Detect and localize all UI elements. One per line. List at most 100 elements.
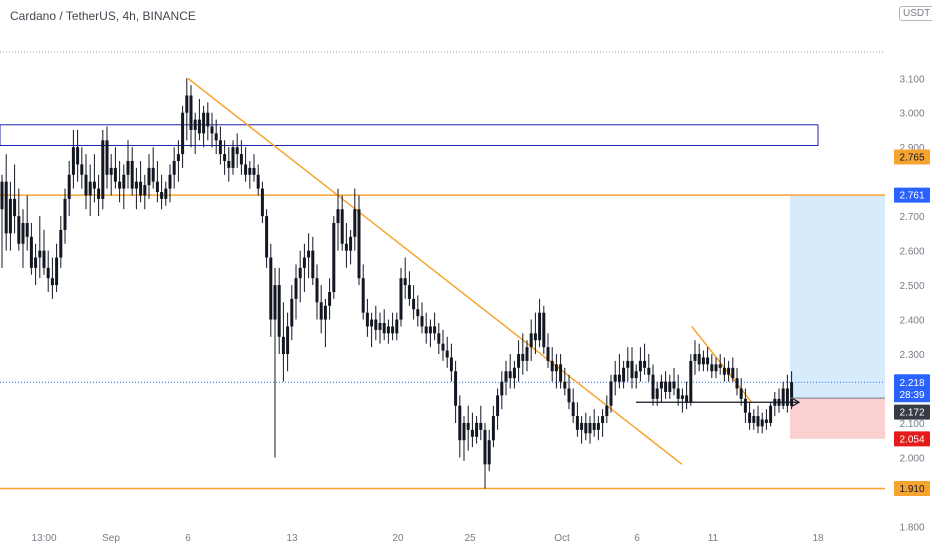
candle-body (160, 192, 164, 199)
candle-body (517, 354, 521, 368)
candle-body (202, 112, 206, 134)
candle-body (743, 398, 747, 413)
candle-body (147, 167, 151, 186)
label-support-text: 1.910 (899, 484, 924, 495)
annotations[interactable] (636, 397, 885, 407)
resistance-box[interactable] (0, 124, 819, 146)
countdown-text: 28:39 (899, 390, 924, 401)
candle-body (643, 360, 647, 368)
time-tick-label: 11 (708, 533, 719, 544)
time-tick-label: 13 (286, 533, 298, 544)
candle-body (748, 412, 752, 423)
price-axis[interactable]: 1.8002.0002.1002.2002.3002.4002.5002.600… (899, 74, 924, 533)
candle-body (151, 167, 155, 182)
candle-body (714, 364, 718, 372)
candle-body (622, 367, 626, 382)
candle-body (365, 312, 369, 327)
candle-body (302, 257, 306, 268)
candle-body (252, 167, 256, 175)
candle-body (281, 336, 285, 355)
candle-body (449, 357, 453, 372)
candle-body (139, 181, 143, 196)
candle-body (265, 216, 269, 258)
candle-body (244, 164, 248, 175)
candle-body (218, 140, 222, 155)
candle-body (790, 382, 794, 406)
candle-body (475, 422, 479, 437)
candle-body (46, 267, 50, 279)
candle-body (34, 257, 38, 268)
candle-body (63, 198, 67, 230)
candle-body (105, 140, 109, 175)
candle-body (785, 388, 789, 406)
time-tick-label: 25 (464, 533, 476, 544)
candle-body (651, 374, 655, 399)
label-resistance-high-text: 2.765 (899, 153, 924, 164)
candle-body (420, 316, 424, 327)
time-axis[interactable]: 13:00 Sep 6 13 20 25 Oct 6 11 18 (31, 533, 824, 544)
price-tick-label: 3.100 (899, 74, 924, 85)
candle-body (512, 367, 516, 379)
candle-body (491, 416, 495, 441)
candle-body (760, 419, 764, 427)
candle-body (357, 209, 361, 279)
candle-body (315, 278, 319, 303)
resistance-box-rect (0, 124, 819, 146)
price-tick-label: 2.400 (899, 316, 924, 327)
candle-body (298, 267, 302, 279)
candle-body (260, 188, 264, 217)
horizontal-lines[interactable] (0, 51, 885, 490)
candle-body (176, 154, 180, 161)
label-entry-bg (894, 404, 930, 420)
candle-body (323, 305, 327, 320)
candle-body (525, 347, 529, 361)
price-tick-label: 1.800 (899, 522, 924, 533)
candle-body (340, 209, 344, 244)
candle-body (21, 223, 25, 244)
candle-body (538, 312, 542, 341)
candle-body (76, 147, 80, 165)
risk-reward-zones (790, 195, 885, 439)
candle-body (231, 147, 235, 168)
candle-body (55, 257, 59, 286)
label-support: 1.910 (894, 480, 930, 496)
candle-body (559, 364, 563, 382)
candle-body (227, 160, 231, 168)
candle-body (286, 326, 290, 355)
label-resistance-text: 2.761 (899, 191, 924, 202)
candle-body (626, 360, 630, 368)
candle-body (500, 381, 504, 396)
candle-body (701, 357, 705, 365)
candle-body (109, 167, 113, 175)
candle-body (273, 285, 277, 320)
candle-body (693, 354, 697, 361)
candle-body (378, 323, 382, 330)
candle-body (466, 422, 470, 430)
price-tick-label: 3.000 (899, 109, 924, 120)
candle-body (563, 381, 567, 389)
candle-body (172, 160, 176, 175)
time-tick-label: Oct (554, 533, 570, 544)
candle-body (676, 388, 680, 399)
candle-body (403, 278, 407, 286)
candle-body (8, 198, 12, 234)
candle-body (764, 419, 768, 423)
candle-body (689, 360, 693, 403)
candle-body (38, 250, 42, 258)
candle-body (668, 381, 672, 392)
candle-body (80, 164, 84, 175)
currency-button[interactable]: USDT (899, 6, 932, 21)
trendlines[interactable] (187, 77, 753, 465)
time-tick-label: 6 (185, 533, 191, 544)
candle-body (521, 354, 525, 361)
candle-body (17, 216, 21, 244)
time-tick-label: 13:00 (31, 533, 56, 544)
candle-body (437, 333, 441, 344)
candle-body (672, 381, 676, 389)
candle-body (290, 298, 294, 327)
stop-zone (790, 398, 885, 439)
candle-body (412, 298, 416, 310)
